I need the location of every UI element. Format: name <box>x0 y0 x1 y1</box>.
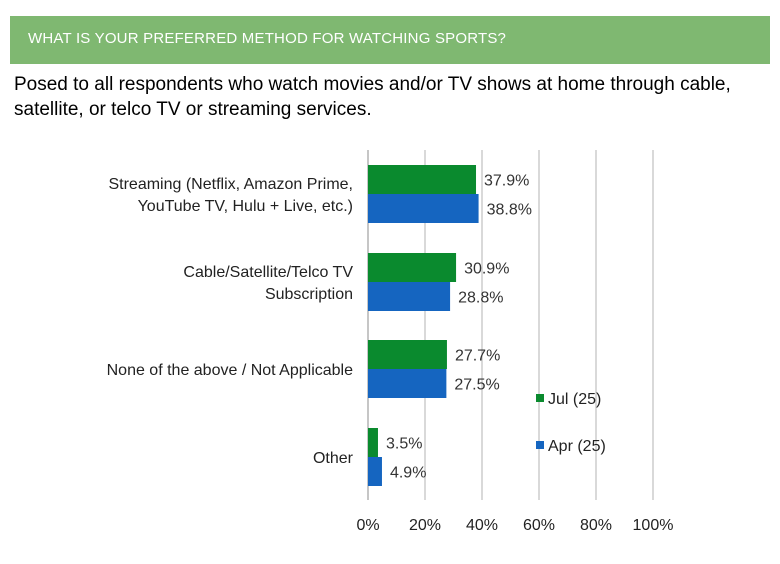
data-label: 30.9% <box>464 261 509 278</box>
bar-jul <box>368 340 447 369</box>
category-label: None of the above / Not Applicable <box>107 362 353 379</box>
category-label: Cable/Satellite/Telco TV Subscription <box>183 264 353 303</box>
bar-jul <box>368 253 457 282</box>
data-label: 27.7% <box>455 348 500 365</box>
category-label: Streaming (Netflix, Amazon Prime, YouTube… <box>108 176 353 215</box>
data-label: 37.9% <box>484 173 529 190</box>
legend-swatch <box>536 394 544 402</box>
bar-apr <box>368 457 382 486</box>
header-bar: WHAT IS YOUR PREFERRED METHOD FOR WATCHI… <box>10 16 770 64</box>
category-label-line: Other <box>313 450 354 467</box>
bar-apr <box>368 194 479 223</box>
page-title: WHAT IS YOUR PREFERRED METHOD FOR WATCHI… <box>28 30 507 47</box>
category-label-line: YouTube TV, Hulu + Live, etc.) <box>138 198 353 215</box>
data-label: 38.8% <box>487 202 532 219</box>
legend-swatch <box>536 441 544 449</box>
x-tick-label: 60% <box>523 517 555 534</box>
data-label: 27.5% <box>454 377 499 394</box>
x-tick-label: 20% <box>409 517 441 534</box>
data-label: 28.8% <box>458 290 503 307</box>
data-label: 4.9% <box>390 465 426 482</box>
x-tick-label: 0% <box>356 517 379 534</box>
bar-apr <box>368 369 447 398</box>
x-tick-label: 80% <box>580 517 612 534</box>
category-label-line: Subscription <box>265 286 353 303</box>
category-label-line: Cable/Satellite/Telco TV <box>183 264 353 281</box>
chart-subtitle: Posed to all respondents who watch movie… <box>14 74 731 120</box>
legend-label: Apr (25) <box>548 438 606 455</box>
data-label: 3.5% <box>386 436 422 453</box>
category-label-line: Streaming (Netflix, Amazon Prime, <box>108 176 353 193</box>
category-label: Other <box>313 450 354 467</box>
bar-apr <box>368 282 451 311</box>
bar-jul <box>368 428 378 457</box>
x-tick-label: 100% <box>633 517 674 534</box>
category-label-line: None of the above / Not Applicable <box>107 362 353 379</box>
x-tick-label: 40% <box>466 517 498 534</box>
legend-label: Jul (25) <box>548 391 601 408</box>
bar-jul <box>368 165 477 194</box>
